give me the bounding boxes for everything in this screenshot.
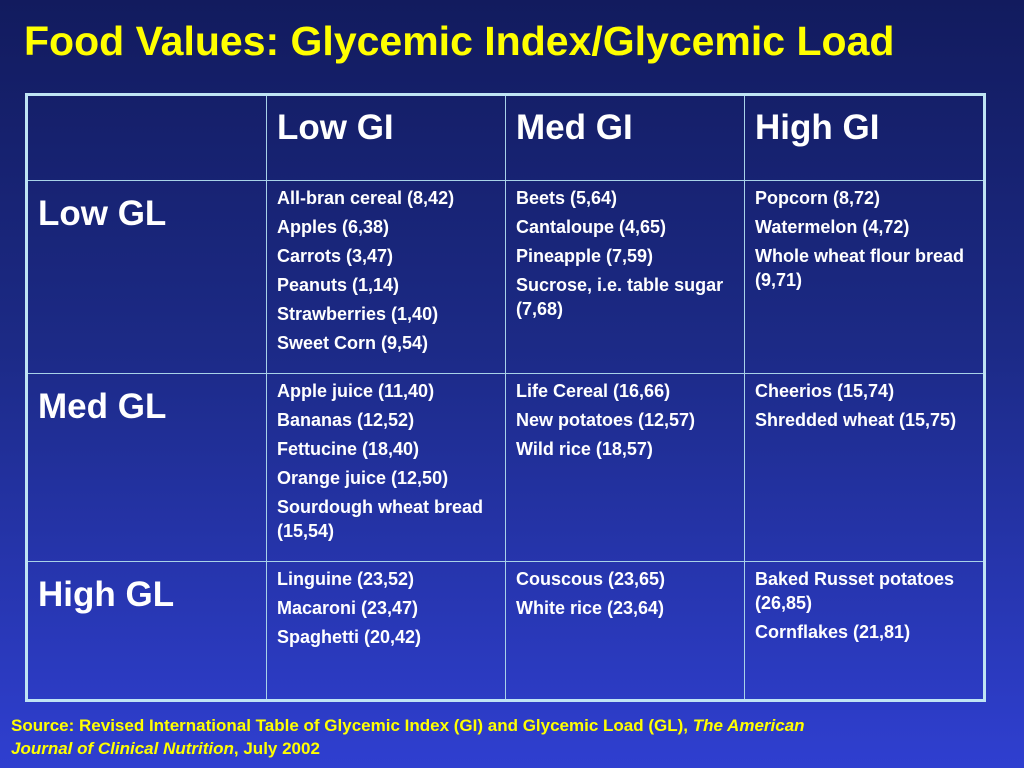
slide-title: Food Values: Glycemic Index/Glycemic Loa… bbox=[24, 18, 895, 64]
food-item: New potatoes (12,57) bbox=[516, 410, 696, 430]
food-item: Bananas (12,52) bbox=[277, 410, 415, 430]
food-item: Linguine (23,52) bbox=[277, 569, 415, 589]
cell-high-gl-high-gi: Baked Russet potatoes (26,85) Cornflakes… bbox=[744, 561, 985, 701]
table-row: Med GL Apple juice (11,40) Bananas (12,5… bbox=[26, 373, 985, 562]
food-item: Sourdough wheat bread (15,54) bbox=[277, 497, 484, 541]
cell-high-gl-med-gi: Couscous (23,65) White rice (23,64) bbox=[505, 561, 745, 701]
food-item: Wild rice (18,57) bbox=[516, 439, 653, 459]
col-header-high-gi: High GI bbox=[744, 94, 985, 181]
col-header-med-gi: Med GI bbox=[505, 94, 745, 181]
food-item: Life Cereal (16,66) bbox=[516, 381, 671, 401]
food-item: Apples (6,38) bbox=[277, 217, 390, 237]
food-item: All-bran cereal (8,42) bbox=[277, 188, 455, 208]
row-header-high-gl: High GL bbox=[26, 561, 267, 701]
corner-cell bbox=[26, 94, 267, 181]
food-item: Watermelon (4,72) bbox=[755, 217, 910, 237]
table-row: Low GL All-bran cereal (8,42) Apples (6,… bbox=[26, 180, 985, 374]
cell-low-gl-high-gi: Popcorn (8,72) Watermelon (4,72) Whole w… bbox=[744, 180, 985, 374]
table-header-row: Low GI Med GI High GI bbox=[26, 94, 985, 181]
food-item: Couscous (23,65) bbox=[516, 569, 666, 589]
cell-high-gl-low-gi: Linguine (23,52) Macaroni (23,47) Spaghe… bbox=[266, 561, 506, 701]
row-header-med-gl: Med GL bbox=[26, 373, 267, 562]
food-item: Baked Russet potatoes (26,85) bbox=[755, 569, 955, 613]
food-item: Shredded wheat (15,75) bbox=[755, 410, 957, 430]
col-header-low-gi: Low GI bbox=[266, 94, 506, 181]
food-item: Cheerios (15,74) bbox=[755, 381, 895, 401]
source-citation: Source: Revised International Table of G… bbox=[11, 714, 811, 760]
food-item: White rice (23,64) bbox=[516, 598, 665, 618]
food-item: Orange juice (12,50) bbox=[277, 468, 449, 488]
source-suffix: , July 2002 bbox=[233, 739, 320, 758]
source-journal: The American Journal of Clinical Nutriti… bbox=[11, 716, 805, 758]
cell-low-gl-low-gi: All-bran cereal (8,42) Apples (6,38) Car… bbox=[266, 180, 506, 374]
cell-med-gl-med-gi: Life Cereal (16,66) New potatoes (12,57)… bbox=[505, 373, 745, 562]
food-item: Carrots (3,47) bbox=[277, 246, 394, 266]
food-item: Peanuts (1,14) bbox=[277, 275, 400, 295]
cell-med-gl-low-gi: Apple juice (11,40) Bananas (12,52) Fett… bbox=[266, 373, 506, 562]
source-prefix: Source: Revised International Table of G… bbox=[11, 716, 693, 735]
food-item: Popcorn (8,72) bbox=[755, 188, 881, 208]
food-item: Pineapple (7,59) bbox=[516, 246, 654, 266]
food-item: Macaroni (23,47) bbox=[277, 598, 419, 618]
row-header-low-gl: Low GL bbox=[26, 180, 267, 374]
cell-med-gl-high-gi: Cheerios (15,74) Shredded wheat (15,75) bbox=[744, 373, 985, 562]
cell-low-gl-med-gi: Beets (5,64) Cantaloupe (4,65) Pineapple… bbox=[505, 180, 745, 374]
food-item: Cantaloupe (4,65) bbox=[516, 217, 667, 237]
food-item: Beets (5,64) bbox=[516, 188, 618, 208]
table-row: High GL Linguine (23,52) Macaroni (23,47… bbox=[26, 561, 985, 701]
food-item: Cornflakes (21,81) bbox=[755, 622, 911, 642]
food-item: Sweet Corn (9,54) bbox=[277, 333, 429, 353]
food-item: Spaghetti (20,42) bbox=[277, 627, 422, 647]
gi-gl-table: Low GI Med GI High GI Low GL All-bran ce… bbox=[25, 93, 986, 702]
food-item: Strawberries (1,40) bbox=[277, 304, 439, 324]
food-item: Whole wheat flour bread (9,71) bbox=[755, 246, 965, 290]
food-item: Sucrose, i.e. table sugar (7,68) bbox=[516, 275, 724, 319]
food-item: Apple juice (11,40) bbox=[277, 381, 435, 401]
food-item: Fettucine (18,40) bbox=[277, 439, 420, 459]
